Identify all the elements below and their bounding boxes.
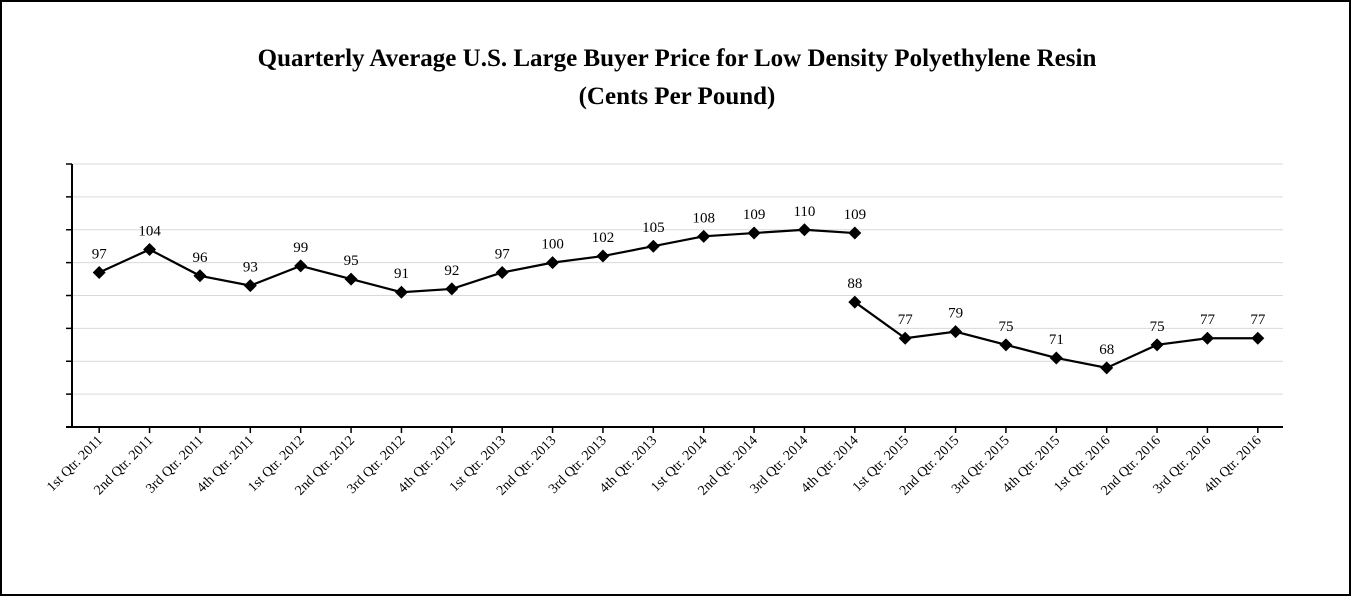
data-label: 105 bbox=[642, 220, 665, 236]
data-label: 75 bbox=[1150, 319, 1165, 335]
marker bbox=[848, 295, 862, 309]
chart-title: Quarterly Average U.S. Large Buyer Price… bbox=[258, 45, 1097, 72]
marker bbox=[445, 282, 459, 296]
marker bbox=[495, 265, 509, 279]
line bbox=[98, 228, 855, 294]
chart-subtitle: (Cents Per Pound) bbox=[579, 83, 776, 110]
marker bbox=[294, 259, 308, 273]
data-label: 75 bbox=[998, 319, 1013, 335]
marker bbox=[1049, 351, 1063, 365]
data-label: 77 bbox=[898, 312, 914, 328]
data-label: 71 bbox=[1049, 332, 1064, 348]
data-label: 109 bbox=[844, 207, 867, 223]
marker bbox=[747, 226, 761, 240]
marker bbox=[697, 229, 711, 243]
data-label: 95 bbox=[344, 253, 359, 269]
data-label: 93 bbox=[243, 260, 258, 276]
data-label: 77 bbox=[1250, 312, 1266, 328]
marker bbox=[999, 338, 1013, 352]
marker bbox=[243, 279, 257, 293]
marker bbox=[797, 223, 811, 237]
data-label: 96 bbox=[192, 250, 208, 266]
data-label: 79 bbox=[948, 306, 963, 322]
marker bbox=[193, 269, 207, 283]
marker bbox=[949, 325, 963, 339]
data-label: 109 bbox=[743, 207, 766, 223]
marker bbox=[143, 242, 157, 256]
data-label: 68 bbox=[1099, 342, 1114, 358]
marker bbox=[394, 285, 408, 299]
marker bbox=[898, 331, 912, 345]
marker bbox=[1150, 338, 1164, 352]
data-label: 100 bbox=[541, 237, 564, 253]
data-label: 92 bbox=[444, 263, 459, 279]
data-label: 91 bbox=[394, 266, 409, 282]
data-label: 104 bbox=[138, 223, 161, 239]
data-label: 108 bbox=[692, 210, 715, 226]
marker bbox=[848, 226, 862, 240]
marker bbox=[1200, 331, 1214, 345]
data-label: 77 bbox=[1200, 312, 1216, 328]
data-label: 102 bbox=[592, 230, 615, 246]
data-label: 110 bbox=[793, 204, 815, 220]
marker bbox=[92, 265, 106, 279]
data-label: 99 bbox=[293, 240, 308, 256]
marker bbox=[546, 256, 560, 270]
marker bbox=[596, 249, 610, 263]
marker bbox=[1100, 361, 1114, 375]
marker bbox=[344, 272, 358, 286]
data-label: 88 bbox=[847, 276, 862, 292]
marker bbox=[1251, 331, 1265, 345]
marker bbox=[646, 239, 660, 253]
data-label: 97 bbox=[495, 246, 511, 262]
data-label: 97 bbox=[92, 246, 108, 262]
